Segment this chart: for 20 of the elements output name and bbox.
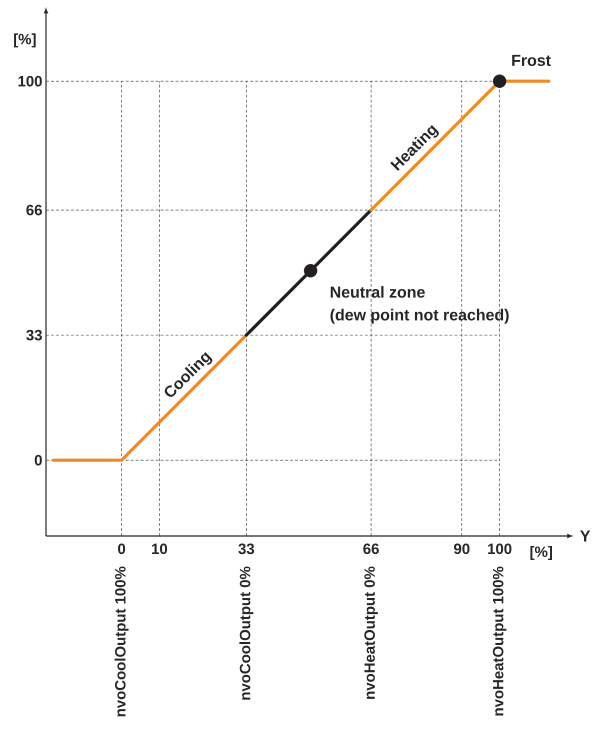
- annotation: Neutral zone: [330, 286, 425, 298]
- y-axis-title: [%]: [14, 33, 36, 48]
- y-tick-label: 66: [26, 204, 42, 216]
- annotation: Frost: [512, 54, 551, 66]
- ref-line-label: nvoCoolOutput 100%: [114, 566, 129, 716]
- x-tick-label: 90: [454, 544, 470, 554]
- x-tick-label: 10: [152, 544, 168, 554]
- ref-line-label: nvoCoolOutput 0%: [239, 566, 254, 700]
- annotation: (dew point not reached): [330, 308, 509, 324]
- x-tick-label: 100: [488, 544, 512, 554]
- ref-line-label: nvoHeatOutput 0%: [364, 566, 378, 699]
- x-axis-title: [%]: [530, 546, 552, 560]
- y-tick-label: 100: [18, 76, 42, 86]
- ref-line-label: nvoHeatOutput 100%: [492, 566, 506, 716]
- x-tick-label: 33: [238, 544, 254, 554]
- text: Y: [580, 530, 590, 542]
- x-tick-label: 66: [363, 544, 379, 554]
- x-tick-label: 0: [118, 544, 126, 554]
- y-tick-label: 0: [34, 454, 42, 466]
- y-tick-label: 33: [26, 330, 42, 340]
